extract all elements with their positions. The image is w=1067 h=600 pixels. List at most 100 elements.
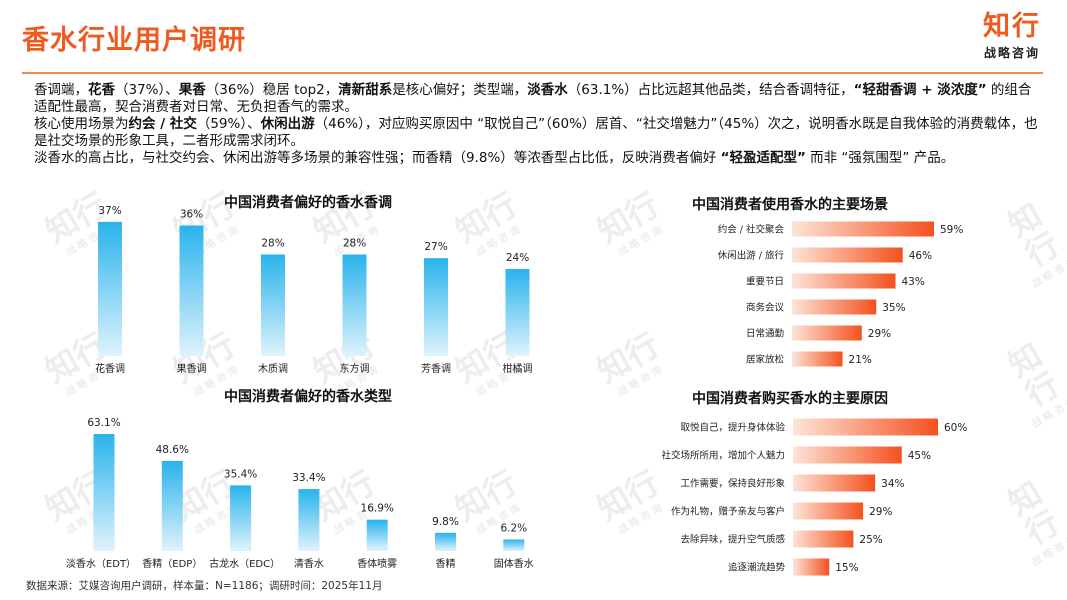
- brand-logo: 知行 战略咨询: [983, 12, 1041, 61]
- chart-bar: [161, 460, 183, 551]
- summary-highlight: “轻盈适配型”: [720, 150, 806, 166]
- chart-title-scent: 中国消费者偏好的香水香调: [224, 195, 392, 211]
- summary-highlight: 果香: [178, 82, 206, 98]
- data-label: 6.2%: [500, 523, 527, 535]
- chart-purchase-reason: 取悦自己，提升身体体验 60% 社交场所所用，增加个人魅力 45% 工作需要，保持良好形…: [661, 418, 967, 576]
- category-label: 休闲出游 / 旅行: [718, 250, 785, 262]
- chart-bar: [93, 434, 115, 551]
- category-label: 日常通勤: [746, 328, 784, 340]
- category-label: 居家放松: [746, 354, 785, 366]
- summary-segment: 而非 “强氛围型” 产品。: [805, 150, 955, 166]
- page-title: 香水行业用户调研: [22, 25, 246, 56]
- data-label: 25%: [859, 534, 882, 546]
- data-label: 21%: [849, 354, 872, 366]
- summary-segment: 香调端，: [34, 82, 88, 98]
- chart-bar: [793, 446, 902, 464]
- category-label: 芳香调: [421, 362, 451, 375]
- summary-segment: （63.1%）占比远超其他品类，结合香调特征，: [567, 82, 854, 98]
- chart-bar: [792, 325, 862, 341]
- chart-bar: [179, 225, 204, 356]
- category-label: 追逐潮流趋势: [728, 562, 786, 574]
- chart-bar: [505, 269, 530, 356]
- summary-segment: 核心使用场景为: [34, 116, 129, 132]
- chart-type-preference: 63.1% 淡香水（EDT） 48.6% 香精（EDP） 35.4% 古龙水（EDC） 33…: [66, 417, 534, 570]
- category-label: 果香调: [177, 363, 207, 375]
- data-label: 36%: [180, 209, 203, 221]
- chart-bar: [793, 418, 938, 436]
- category-label: 固体香水: [494, 558, 534, 570]
- data-label: 15%: [835, 562, 858, 574]
- data-label: 28%: [343, 238, 366, 250]
- summary-paragraph-3: 淡香水的高占比，与社交约会、休闲出游等多场景的兼容性强；而香精（9.8%）等浓香…: [34, 150, 1044, 167]
- data-label: 46%: [909, 250, 932, 262]
- category-label: 东方调: [340, 362, 370, 375]
- summary-segment: 的组合适配性最高，契合消费者对日常、无负担香气的需求。: [34, 82, 1032, 115]
- summary-paragraph-1: 香调端，花香（37%）、果香（36%）稳居 top2，清新甜系是核心偏好；类型端…: [34, 82, 1044, 116]
- data-label: 63.1%: [87, 417, 120, 429]
- chart-bar: [98, 221, 122, 356]
- chart-title-scene: 中国消费者使用香水的主要场景: [692, 197, 888, 213]
- data-label: 35.4%: [224, 468, 257, 480]
- chart-scent-preference: 37% 花香调 36% 果香调 28% 木质调 28% 东方调 27% 芳香调 24% 柑橘调: [95, 205, 533, 375]
- summary-highlight: 约会 / 社交: [128, 116, 197, 132]
- header-divider: [22, 72, 1043, 74]
- data-label: 24%: [506, 252, 529, 264]
- chart-bar: [435, 532, 456, 551]
- category-label: 约会 / 社交聚会: [718, 224, 785, 236]
- summary-segment: （59%）、: [196, 116, 261, 132]
- category-label: 香体喷雾: [357, 558, 397, 570]
- data-label: 16.9%: [361, 503, 394, 515]
- summary-paragraph-2: 核心使用场景为约会 / 社交（59%）、休闲出游（46%），对应购买原因中 “取…: [34, 116, 1044, 150]
- category-label: 去除异味，提升空气质感: [680, 534, 785, 546]
- chart-bar: [366, 519, 388, 551]
- category-label: 重要节日: [746, 276, 784, 288]
- chart-usage-scene: 约会 / 社交聚会 59% 休闲出游 / 旅行 46% 重要节日 43% 商务会议 35% 日常…: [718, 221, 963, 367]
- chart-bar: [792, 221, 934, 237]
- data-label: 29%: [869, 506, 892, 518]
- summary-highlight: 清新甜系: [338, 82, 393, 98]
- chart-bar: [793, 558, 830, 576]
- category-label: 柑橘调: [503, 362, 533, 375]
- chart-bar: [298, 489, 320, 551]
- chart-title-type: 中国消费者偏好的香水类型: [224, 389, 392, 405]
- category-label: 古龙水（EDC）: [209, 557, 280, 570]
- category-label: 社交场所所用，增加个人魅力: [661, 450, 785, 462]
- summary-highlight: “轻甜香调 + 淡浓度”: [853, 82, 987, 98]
- category-label: 清香水: [294, 557, 324, 570]
- chart-bar: [792, 247, 903, 263]
- chart-bar: [792, 351, 843, 367]
- summary-highlight: 淡香水: [527, 82, 568, 98]
- logo-sub-text: 战略咨询: [983, 46, 1040, 60]
- data-source-note: 数据来源：艾媒咨询用户调研，样本量：N=1186；调研时间：2025年11月: [26, 580, 383, 592]
- category-label: 花香调: [95, 362, 125, 375]
- chart-bar: [793, 502, 864, 520]
- data-label: 43%: [901, 276, 924, 288]
- summary-segment: （36%）稳居 top2，: [205, 82, 339, 98]
- data-label: 35%: [882, 302, 905, 314]
- chart-title-reason: 中国消费者购买香水的主要原因: [692, 391, 888, 407]
- data-label: 60%: [944, 422, 967, 434]
- summary-segment: 淡香水的高占比，与社交约会、休闲出游等多场景的兼容性强；而香精（9.8%）等浓香…: [34, 150, 721, 166]
- data-label: 27%: [424, 241, 447, 253]
- category-label: 商务会议: [746, 302, 785, 314]
- chart-bar: [261, 254, 285, 356]
- data-label: 59%: [940, 224, 963, 236]
- category-label: 木质调: [258, 363, 288, 375]
- category-label: 取悦自己，提升身体体验: [680, 422, 785, 434]
- chart-bar: [792, 273, 896, 289]
- data-label: 48.6%: [156, 444, 189, 456]
- data-label: 28%: [261, 238, 284, 250]
- category-label: 香精: [436, 557, 456, 570]
- category-label: 淡香水（EDT）: [66, 558, 136, 570]
- category-label: 香精（EDP）: [142, 557, 202, 570]
- data-label: 37%: [98, 205, 121, 217]
- chart-bar: [503, 539, 525, 551]
- chart-bar: [793, 530, 854, 548]
- summary-segment: 是核心偏好；类型端，: [392, 82, 528, 98]
- category-label: 作为礼物，赠予亲友与客户: [671, 506, 785, 518]
- data-label: 33.4%: [292, 472, 325, 484]
- summary-segment: （46%），对应购买原因中 “取悦自己”（60%）居首、“社交增魅力”（45%）…: [34, 116, 1038, 149]
- summary-text: 香调端，花香（37%）、果香（36%）稳居 top2，清新甜系是核心偏好；类型端…: [34, 82, 1044, 167]
- chart-bar: [793, 474, 876, 492]
- chart-bar: [424, 258, 448, 356]
